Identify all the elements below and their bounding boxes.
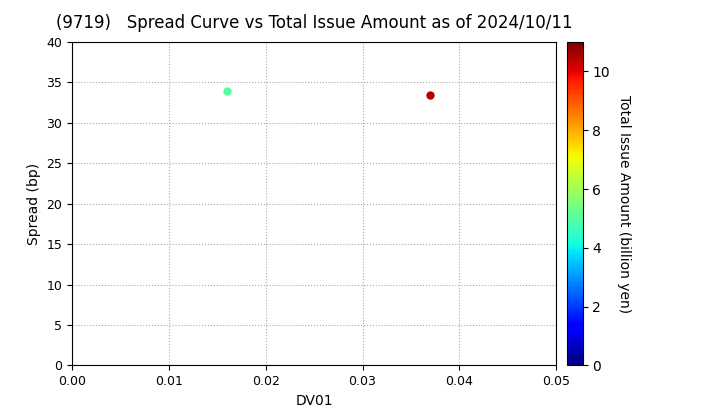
X-axis label: DV01: DV01 (295, 394, 333, 408)
Title: (9719)   Spread Curve vs Total Issue Amount as of 2024/10/11: (9719) Spread Curve vs Total Issue Amoun… (55, 14, 572, 32)
Y-axis label: Spread (bp): Spread (bp) (27, 163, 41, 245)
Point (221, 87, 233, 94)
Y-axis label: Total Issue Amount (billion yen): Total Issue Amount (billion yen) (617, 94, 631, 313)
Point (425, 91, 436, 98)
